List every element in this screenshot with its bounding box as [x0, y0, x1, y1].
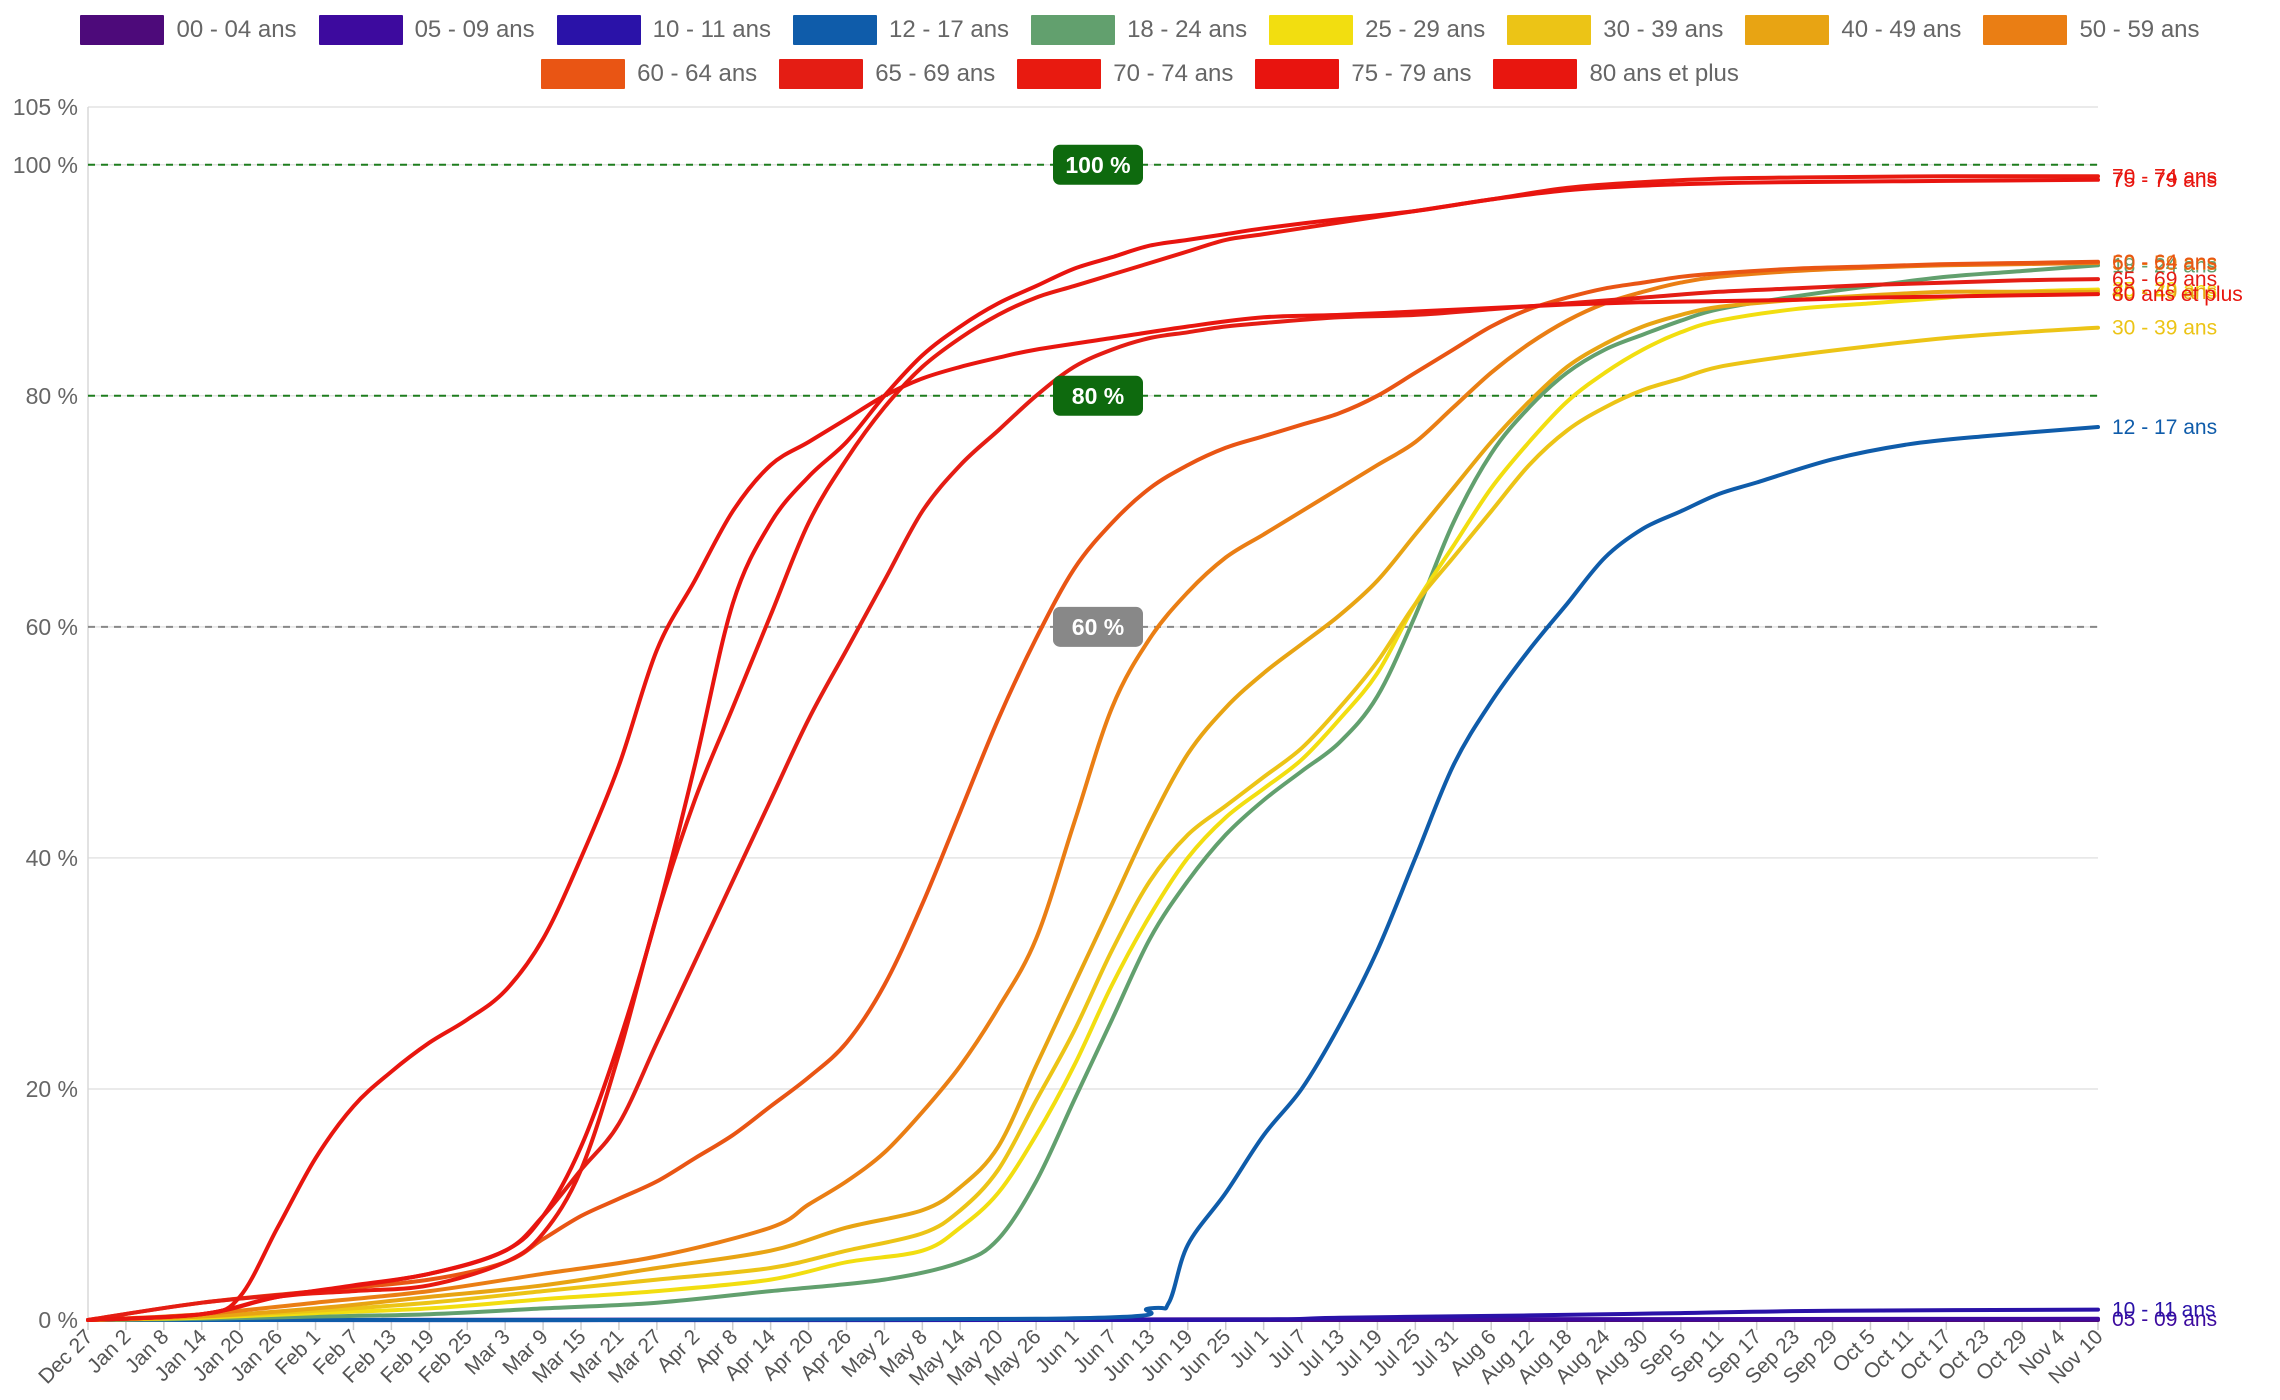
series-end-label: 10 - 11 ans	[2112, 1299, 2216, 1322]
legend-label: 00 - 04 ans	[176, 16, 297, 43]
y-tick-label: 0 %	[38, 1307, 78, 1333]
legend-label: 50 - 59 ans	[2079, 16, 2200, 43]
y-tick-label: 100 %	[13, 152, 78, 178]
legend-swatch	[541, 59, 626, 89]
legend-swatch	[318, 15, 403, 45]
series-end-label: 18 - 24 ans	[2112, 254, 2217, 277]
legend-swatch	[1255, 59, 1340, 89]
legend-swatch	[1983, 15, 2068, 45]
legend-item[interactable]: 05 - 09 ans	[318, 15, 535, 45]
legend-label: 30 - 39 ans	[1603, 16, 1724, 43]
series-line	[86, 177, 2100, 1322]
series-line	[86, 325, 2100, 1322]
series-line	[86, 277, 2100, 1322]
legend-label: 75 - 79 ans	[1351, 60, 1472, 87]
legend-label: 10 - 11 ans	[652, 16, 771, 43]
legend-swatch	[1493, 59, 1578, 89]
series-end-label: 30 - 39 ans	[2112, 317, 2217, 340]
legend-item[interactable]: 65 - 69 ans	[779, 59, 995, 89]
legend-item[interactable]: 40 - 49 ans	[1745, 15, 1961, 45]
series-line	[86, 259, 2100, 1322]
x-tick-label: Jul 1	[1226, 1325, 1274, 1373]
legend-item[interactable]: 18 - 24 ans	[1031, 15, 1247, 45]
reference-badges: 100 % 80 % 60 %	[1053, 144, 1143, 647]
series-line	[86, 425, 2100, 1323]
legend-label: 60 - 64 ans	[637, 60, 758, 87]
legend-swatch	[556, 15, 641, 45]
legend-label: 18 - 24 ans	[1127, 16, 1248, 43]
legend-label: 12 - 17 ans	[888, 16, 1010, 43]
series-end-label: 25 - 29 ans	[2112, 279, 2217, 302]
legend-item[interactable]: 30 - 39 ans	[1507, 15, 1723, 45]
legend-label: 80 ans et plus	[1589, 60, 1739, 87]
y-tick-label: 60 %	[26, 614, 78, 640]
legend-label: 05 - 09 ans	[414, 16, 535, 43]
legend-label: 25 - 29 ans	[1365, 16, 1486, 43]
legend-row: 00 - 04 ans 05 - 09 ans 10 - 11 ans 12 - 17…	[0, 8, 2280, 52]
reference-badge	[1053, 144, 1143, 185]
series-line	[86, 263, 2100, 1322]
x-tick-label: Jan 2	[83, 1325, 136, 1378]
series-line	[86, 289, 2100, 1322]
series-line	[86, 174, 2100, 1322]
series-line	[86, 287, 2100, 1322]
y-tick-label: 105 %	[13, 94, 78, 120]
legend-swatch	[779, 59, 864, 89]
series-end-label: 60 - 64 ans	[2112, 251, 2217, 274]
legend-item[interactable]: 80 ans et plus	[1493, 59, 1739, 89]
series-end-label: 40 - 49 ans	[2112, 281, 2217, 304]
series-lines	[86, 174, 2100, 1323]
reference-badge-label: 60 %	[1072, 614, 1124, 640]
legend-item[interactable]: 60 - 64 ans	[541, 59, 757, 89]
legend-swatch	[1269, 15, 1354, 45]
legend-swatch	[1017, 59, 1102, 89]
legend-item[interactable]: 10 - 11 ans	[556, 15, 771, 45]
series-line	[86, 292, 2100, 1322]
series-end-label: 65 - 69 ans	[2112, 268, 2217, 291]
series-end-label: 80 ans et plus	[2112, 283, 2243, 306]
legend-item[interactable]: 50 - 59 ans	[1983, 15, 2200, 45]
series-line	[86, 261, 2100, 1322]
legend-item[interactable]: 75 - 79 ans	[1255, 59, 1471, 89]
grid-layer	[87, 106, 2099, 1330]
x-tick-label: Jun 1	[1031, 1325, 1084, 1378]
legend-swatch	[80, 15, 165, 45]
legend-swatch	[792, 15, 877, 45]
reference-badge-label: 80 %	[1072, 383, 1124, 409]
legend-item[interactable]: 12 - 17 ans	[792, 15, 1010, 45]
legend-label: 65 - 69 ans	[875, 60, 996, 87]
legend-item[interactable]: 00 - 04 ans	[80, 15, 297, 45]
series-end-label: 50 - 59 ans	[2112, 252, 2217, 275]
legend-row: 60 - 64 ans 65 - 69 ans 70 - 74 ans 75 - 79…	[0, 52, 2280, 96]
legend-label: 40 - 49 ans	[1841, 16, 1962, 43]
chart-legend: 00 - 04 ans 05 - 09 ans 10 - 11 ans 12 - 17…	[0, 8, 2280, 96]
reference-badge	[1053, 375, 1143, 416]
reference-badge-label: 100 %	[1065, 152, 1130, 178]
legend-item[interactable]: 25 - 29 ans	[1269, 15, 1485, 45]
y-tick-label: 80 %	[26, 383, 78, 409]
series-end-label: 70 - 74 ans	[2112, 165, 2217, 188]
legend-swatch	[1031, 15, 1116, 45]
y-tick-label: 20 %	[26, 1076, 78, 1102]
x-tick-label: Apr 2	[653, 1325, 705, 1377]
legend-swatch	[1745, 15, 1830, 45]
series-end-label: 75 - 79 ans	[2112, 169, 2217, 192]
y-tick-label: 40 %	[26, 845, 78, 871]
reference-badge	[1053, 606, 1143, 647]
legend-swatch	[1507, 15, 1592, 45]
legend-label: 70 - 74 ans	[1113, 60, 1234, 87]
series-end-label: 05 - 09 ans	[2112, 1308, 2217, 1331]
series-end-label: 12 - 17 ans	[2112, 416, 2217, 439]
legend-item[interactable]: 70 - 74 ans	[1017, 59, 1233, 89]
